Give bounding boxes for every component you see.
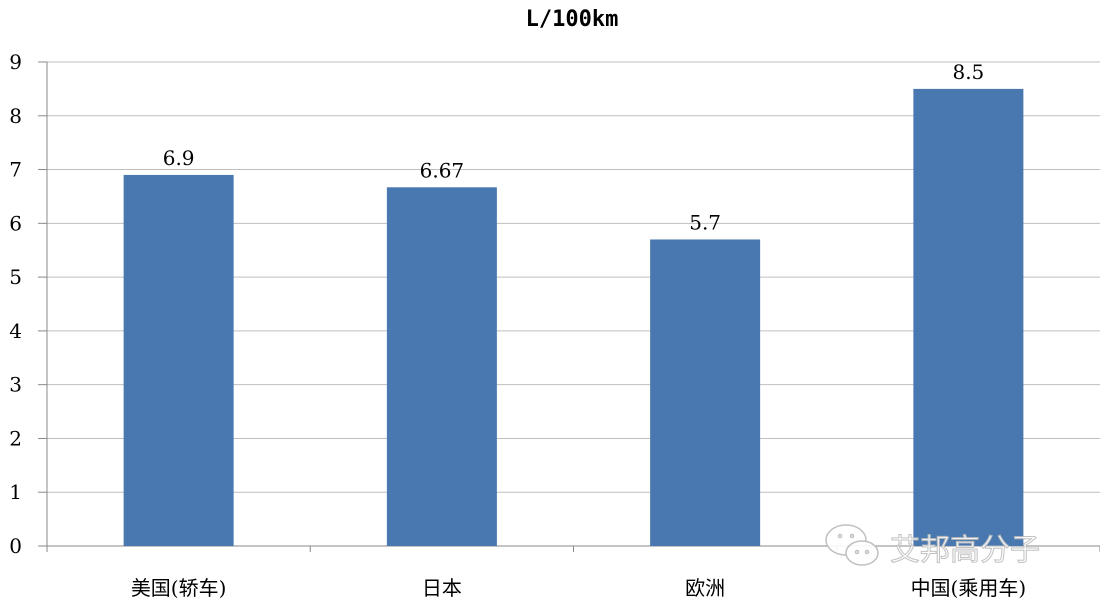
y-tick-label: 7 — [9, 158, 22, 182]
x-tick-label: 中国(乘用车) — [911, 576, 1027, 600]
x-tick-label: 欧洲 — [685, 576, 725, 600]
bar — [386, 187, 497, 546]
wechat-icon — [825, 524, 879, 566]
y-tick-label: 4 — [9, 319, 22, 343]
y-tick-label: 0 — [9, 534, 22, 558]
y-tick-label: 5 — [9, 265, 22, 289]
x-axis: 美国(轿车) 日本 欧洲 中国(乘用车) — [46, 546, 1100, 600]
bar — [123, 174, 234, 546]
y-tick-label: 9 — [9, 50, 22, 74]
y-tick-label: 3 — [9, 373, 22, 397]
watermark-text: 艾邦高分子 — [890, 533, 1040, 568]
chart-title: L/100km — [526, 7, 619, 32]
y-tick-label: 6 — [9, 211, 22, 235]
x-tick-label: 日本 — [422, 576, 462, 600]
bars — [123, 88, 1024, 546]
data-label: 5.7 — [689, 210, 721, 234]
data-label: 8.5 — [952, 60, 984, 84]
watermark: 艾邦高分子 — [825, 524, 1041, 569]
y-tick-label: 1 — [9, 480, 22, 504]
data-label: 6.9 — [163, 146, 195, 170]
y-tick-label: 2 — [9, 426, 22, 450]
y-tick-label: 8 — [9, 104, 22, 128]
bar — [650, 239, 761, 546]
x-tick-label: 美国(轿车) — [131, 576, 227, 600]
data-labels: 6.9 6.67 5.7 8.5 — [163, 60, 985, 235]
data-label: 6.67 — [420, 158, 465, 182]
bar — [913, 88, 1024, 546]
